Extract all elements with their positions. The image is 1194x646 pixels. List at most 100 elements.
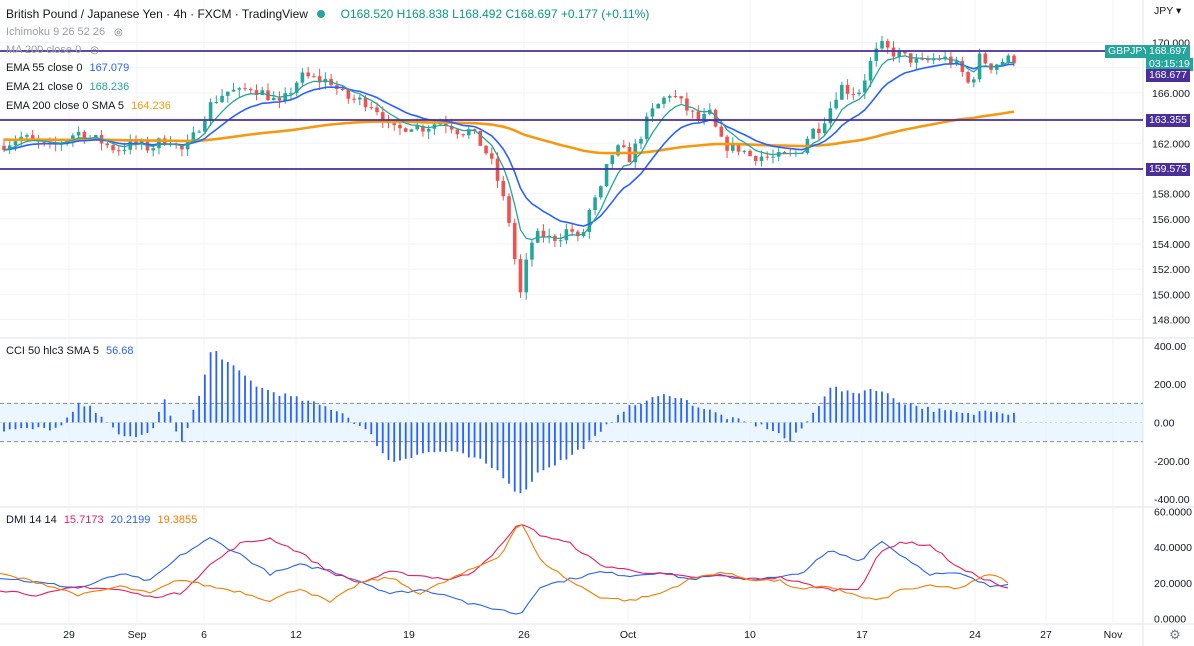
ema21-value: 168.236 — [89, 81, 130, 93]
candle — [122, 149, 127, 152]
time-tick-label: 26 — [518, 629, 530, 641]
candle — [455, 129, 460, 135]
candle — [782, 152, 787, 154]
time-tick-label: 27 — [1040, 629, 1052, 641]
candle — [415, 125, 419, 130]
candle — [748, 150, 752, 157]
candle — [639, 138, 643, 144]
ichimoku-legend[interactable]: Ichimoku 9 26 52 26 ◎ — [6, 26, 123, 38]
candle — [426, 128, 431, 132]
candle — [306, 72, 310, 77]
candle — [644, 116, 649, 139]
candle — [673, 96, 678, 98]
candle — [954, 61, 959, 64]
candle — [403, 128, 408, 132]
price-tick-label: 162.000 — [1152, 138, 1190, 150]
dmi-line-di — [0, 524, 1009, 599]
candle — [151, 148, 156, 151]
candle — [208, 102, 213, 121]
candle — [1012, 55, 1016, 64]
cci-tick-label: -200.00 — [1154, 456, 1190, 468]
candle — [254, 90, 259, 95]
candle — [771, 156, 775, 158]
candle — [765, 156, 770, 158]
candle — [736, 144, 741, 152]
candle — [759, 156, 764, 161]
dmi-value-3: 19.3855 — [157, 514, 198, 526]
ema200-label: EMA 200 close 0 SMA 5 — [6, 100, 125, 112]
cci-pane[interactable] — [0, 350, 1143, 494]
candle — [214, 102, 219, 104]
candle — [398, 124, 402, 129]
time-tick-label: 12 — [290, 629, 302, 641]
candle — [604, 164, 609, 187]
candle — [587, 209, 592, 232]
candle — [392, 123, 397, 125]
price-pane[interactable] — [0, 35, 1143, 300]
cci-legend[interactable]: CCI 50 hlc3 SMA 5 56.68 — [6, 345, 134, 357]
candle — [357, 97, 362, 100]
price-tick-label: 152.000 — [1152, 264, 1190, 276]
candle — [375, 107, 379, 113]
candle — [667, 96, 672, 98]
market-status-icon — [317, 10, 326, 18]
dmi-tick-label: 60.0000 — [1154, 507, 1192, 519]
candle — [845, 84, 850, 94]
dmi-label: DMI 14 14 — [6, 514, 57, 526]
candle — [237, 88, 242, 90]
candle — [564, 229, 569, 241]
ohlc-values: O168.520 H168.838 L168.492 C168.697 +0.1… — [340, 7, 650, 21]
candle — [885, 41, 890, 48]
candle — [621, 145, 626, 148]
candle — [501, 180, 506, 197]
candle — [76, 131, 81, 136]
ema21-label: EMA 21 close 0 — [6, 81, 83, 93]
time-tick-label: Nov — [1104, 629, 1123, 641]
candle — [868, 60, 873, 81]
ma200-legend[interactable]: MA 200 close 0 ◎ — [6, 44, 99, 56]
candle — [346, 89, 351, 99]
candle — [862, 80, 867, 93]
candle — [369, 107, 374, 109]
candle — [317, 76, 322, 83]
candle — [702, 113, 706, 120]
candle — [811, 128, 815, 139]
time-tick-label: 24 — [969, 629, 981, 641]
candle — [690, 110, 695, 112]
ema200-value: 164.236 — [131, 100, 171, 112]
dmi-pane[interactable] — [0, 523, 1009, 615]
ema21-legend[interactable]: EMA 21 close 0 168.236 — [6, 81, 129, 93]
ema200-line — [3, 110, 1015, 155]
candle — [891, 47, 896, 57]
symbol-title: British Pound / Japanese Yen · 4h · FXCM… — [6, 7, 308, 21]
ichimoku-label: Ichimoku 9 26 52 26 — [6, 26, 106, 38]
cci-tick-label: 200.00 — [1154, 379, 1186, 391]
dmi-value-2: 20.2199 — [110, 514, 151, 526]
candle — [983, 53, 988, 64]
candle — [340, 88, 345, 90]
hidden-eye-icon[interactable]: ◎ — [90, 45, 100, 56]
candle — [627, 147, 632, 163]
candle — [478, 130, 483, 146]
dmi-legend[interactable]: DMI 14 14 15.7173 20.2199 19.3855 — [6, 514, 197, 526]
ma200-label: MA 200 close 0 — [6, 44, 82, 56]
cci-tick-label: 400.00 — [1154, 341, 1186, 353]
hline-tag-2: 163.355 — [1146, 114, 1190, 127]
candle — [753, 156, 758, 161]
hidden-eye-icon[interactable]: ◎ — [114, 27, 123, 38]
candle — [226, 91, 230, 96]
countdown-tag: 03:15:19 — [1146, 58, 1193, 71]
ema55-legend[interactable]: EMA 55 close 0 167.079 — [6, 62, 129, 74]
candle — [696, 111, 701, 120]
ema200-legend[interactable]: EMA 200 close 0 SMA 5 164.236 — [6, 100, 171, 112]
current-price-tag: 168.697 — [1146, 45, 1190, 58]
candle — [300, 72, 305, 83]
candle — [914, 58, 919, 63]
candle — [191, 132, 196, 141]
candle — [231, 89, 236, 92]
candle — [972, 79, 976, 83]
candle — [931, 58, 936, 61]
symbol-badge: GBPJPY — [1105, 45, 1153, 58]
